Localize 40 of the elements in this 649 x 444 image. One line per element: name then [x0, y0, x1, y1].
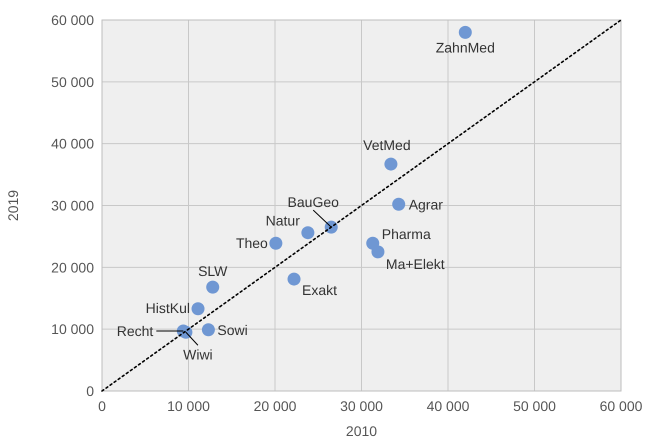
point [301, 226, 314, 240]
y-axis-title: 2019 [5, 190, 21, 222]
x-tick-label: 30 000 [340, 398, 384, 414]
point [384, 158, 398, 171]
annotation: Natur [266, 212, 300, 229]
annotation: Theo [236, 235, 268, 252]
y-tick-label: 20 000 [51, 259, 94, 276]
annotation: BauGeo [288, 194, 340, 210]
x-tick-label: 20 000 [254, 398, 297, 414]
annotation: HistKul [146, 300, 190, 316]
annotation: Wiwi [183, 346, 213, 362]
x-axis-title: 2010 [346, 423, 378, 439]
x-tick-label: 60 000 [600, 398, 643, 414]
annotation: ZahnMed [436, 39, 495, 56]
y-tick-label: 30 000 [51, 198, 94, 214]
point [458, 26, 472, 39]
point [202, 323, 215, 336]
y-tick-label: 10 000 [51, 321, 94, 338]
y-tick-label: 60 000 [51, 12, 94, 28]
annotation: Pharma [382, 226, 431, 242]
x-tick-label: 10 000 [167, 398, 210, 414]
point [371, 245, 384, 258]
y-tick-label: 50 000 [51, 74, 94, 90]
x-tick-label: 50 000 [513, 398, 556, 414]
annotation: Agrar [408, 196, 444, 212]
x-tick-label: 40 000 [426, 398, 470, 414]
x-tick-label: 0 [98, 398, 106, 414]
point [269, 236, 282, 250]
y-tick-label: 40 000 [51, 136, 94, 152]
annotation: Exakt [302, 282, 338, 298]
point [206, 280, 220, 294]
point [392, 198, 406, 211]
point [192, 302, 205, 316]
y-tick-label: 0 [86, 383, 94, 399]
annotation: Ma+Elekt [386, 256, 445, 272]
annotation: Recht [116, 323, 154, 340]
point [288, 272, 301, 286]
annotation: VetMed [363, 137, 411, 154]
annotation: Sowi [217, 322, 248, 338]
annotation: SLW [198, 263, 228, 280]
